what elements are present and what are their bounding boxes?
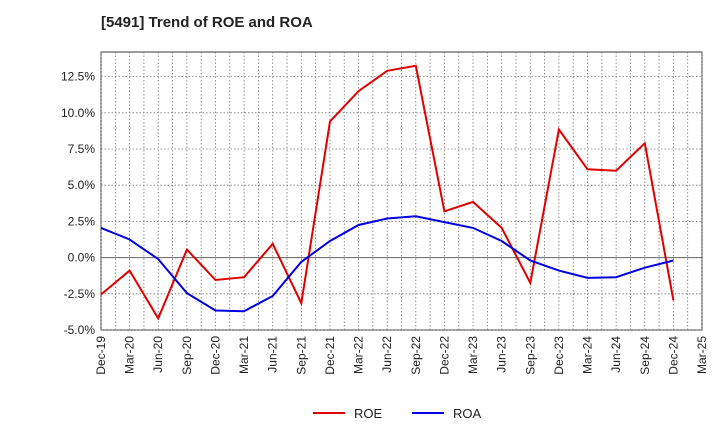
x-tick-label: Mar-23 <box>466 336 480 374</box>
x-tick-label: Dec-22 <box>437 336 451 375</box>
x-tick-label: Sep-24 <box>638 336 652 375</box>
x-tick-label: Mar-25 <box>695 336 709 374</box>
x-tick-label: Jun-22 <box>380 336 394 373</box>
y-tick-label: 2.5% <box>68 214 96 228</box>
x-tick-label: Mar-21 <box>237 336 251 374</box>
y-tick-label: -5.0% <box>64 323 96 337</box>
y-tick-label: -2.5% <box>64 287 96 301</box>
x-tick-label: Dec-20 <box>208 336 222 375</box>
x-tick-label: Dec-21 <box>323 336 337 375</box>
x-tick-label: Mar-24 <box>581 336 595 374</box>
chart-title: [5491] Trend of ROE and ROA <box>101 14 313 31</box>
x-tick-label: Sep-21 <box>294 336 308 375</box>
x-tick-label: Dec-23 <box>552 336 566 375</box>
y-tick-label: 0.0% <box>68 251 96 265</box>
y-tick-label: 12.5% <box>61 70 95 84</box>
plot-area <box>100 51 703 331</box>
y-tick-label: 5.0% <box>68 178 96 192</box>
x-tick-label: Dec-19 <box>94 336 108 375</box>
x-tick-label: Sep-23 <box>523 336 537 375</box>
x-tick-label: Sep-20 <box>180 336 194 375</box>
x-tick-label: Jun-20 <box>151 336 165 373</box>
x-tick-label: Mar-20 <box>123 336 137 374</box>
legend-label-roe: ROE <box>354 406 383 421</box>
y-tick-label: 7.5% <box>68 142 96 156</box>
x-tick-label: Jun-24 <box>609 336 623 373</box>
series-line-roe <box>100 64 675 321</box>
x-tick-label: Dec-24 <box>666 336 680 375</box>
y-tick-label: 10.0% <box>61 106 95 120</box>
series-line-roa <box>100 215 674 313</box>
legend-label-roa: ROA <box>453 406 482 421</box>
x-tick-label: Sep-22 <box>409 336 423 375</box>
x-tick-label: Jun-23 <box>495 336 509 373</box>
x-tick-label: Mar-22 <box>352 336 366 374</box>
x-tick-label: Jun-21 <box>266 336 280 373</box>
